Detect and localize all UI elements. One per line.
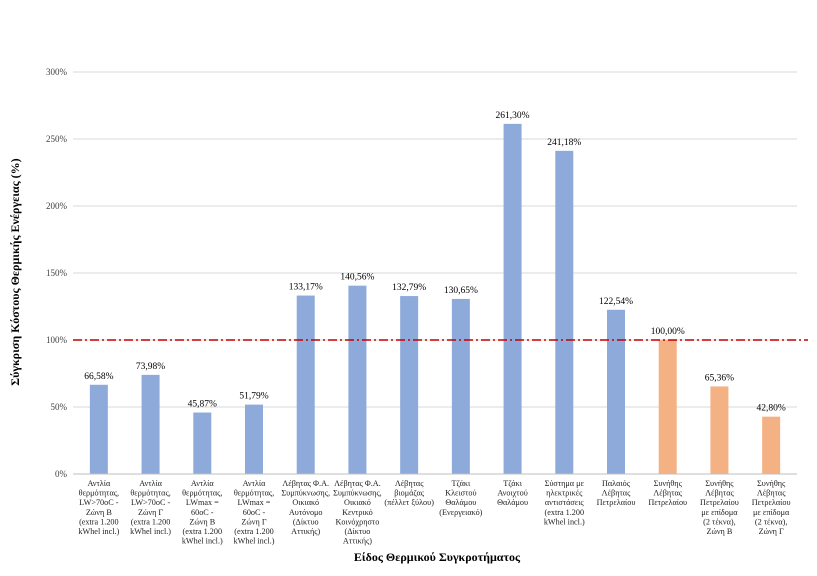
data-label: 42,80% <box>756 404 785 414</box>
data-label: 132,79% <box>392 283 426 293</box>
y-tick-label: 200% <box>46 201 68 211</box>
bar <box>503 123 522 474</box>
x-axis-title: Είδος Θερμικού Συγκροτήματος <box>354 550 521 564</box>
data-label: 73,98% <box>136 362 165 372</box>
y-tick-label: 300% <box>46 67 68 77</box>
bar <box>348 285 367 474</box>
category-label: Αντλία θερμότητας, LWmax = 60oC -Ζώνη Γ (ext… <box>234 479 275 546</box>
y-axis-ticks: 0% 50% 100% 150% 200% 250% 300% <box>46 67 68 479</box>
bar <box>451 298 470 474</box>
data-label: 65,36% <box>705 373 734 383</box>
bar <box>658 340 677 474</box>
category-label: Αντλία θερμότητας, LW>70oC -Ζώνη Γ (extra 1… <box>130 479 171 536</box>
category-label: Λέβητας βιομάζας (πέλλετ ξύλου) <box>384 479 434 507</box>
bar <box>193 412 212 474</box>
category-label: Συνήθης Λέβητας Πετρελαίου με επίδομα (2 τέκ… <box>700 479 739 536</box>
y-tick-label: 150% <box>46 268 68 278</box>
bar <box>710 386 729 474</box>
bar <box>555 150 574 475</box>
data-label: 130,65% <box>444 286 478 296</box>
bars <box>89 123 781 475</box>
y-tick-label: 0% <box>55 469 68 479</box>
y-tick-label: 250% <box>46 134 68 144</box>
category-label: Αντλία θερμότητας, LWmax = 60oC -Ζώνη Β (ext… <box>182 479 223 546</box>
y-axis-title: Σύγκριση Κόστους Θερμικής Ενέργειας (%) <box>8 158 22 385</box>
bar <box>245 404 263 474</box>
bar <box>762 416 781 474</box>
category-label: Λέβητας Φ.Α. Συμπύκνωσης, Οικιακό Κεντρικό Κ… <box>333 479 382 546</box>
bar <box>141 374 160 474</box>
data-label: 241,18% <box>547 138 581 148</box>
data-label: 100,00% <box>651 327 685 337</box>
category-label: Λέβητας Φ.Α. Συμπύκνωσης, Οικιακό Αυτόνομο(… <box>281 479 330 536</box>
data-label: 66,58% <box>84 372 113 382</box>
category-label: Σύστημα με ηλεκτρικές αντιστάσεις (extra 1.… <box>544 479 585 526</box>
bar <box>89 384 108 474</box>
data-labels: 66,58% 73,98% 45,87% 51,79% 133,17% 140,56% 13… <box>84 111 786 414</box>
category-label: Συνήθης Λέβητας Πετρελαίου με επίδομα (2 τέκ… <box>752 479 791 536</box>
gridlines <box>73 71 797 408</box>
bar <box>400 296 419 474</box>
x-axis-categories: Αντλία θερμότητας, LW>70oC -Ζώνη Β (extra 1… <box>78 479 790 546</box>
category-label: Συνήθης Λέβητας Πετρελαίου <box>648 479 687 507</box>
bar <box>607 309 625 474</box>
data-label: 140,56% <box>340 273 374 283</box>
category-label: Τζάκι Ανοιχτού Θαλάμου <box>497 479 528 507</box>
data-label: 51,79% <box>239 392 268 402</box>
data-label: 122,54% <box>599 297 633 307</box>
bar <box>296 295 315 474</box>
data-label: 45,87% <box>188 400 217 410</box>
data-label: 261,30% <box>496 111 530 121</box>
category-label: Αντλία θερμότητας, LW>70oC -Ζώνη Β (extra 1… <box>78 479 119 536</box>
y-tick-label: 100% <box>46 335 68 345</box>
category-label: Παλαιός Λέβητας Πετρελαίου <box>597 479 636 507</box>
data-label: 133,17% <box>289 283 323 293</box>
y-tick-label: 50% <box>51 402 68 412</box>
category-label: Τζάκι Κλειστού Θαλάμου (Ενεργειακό) <box>439 479 482 517</box>
